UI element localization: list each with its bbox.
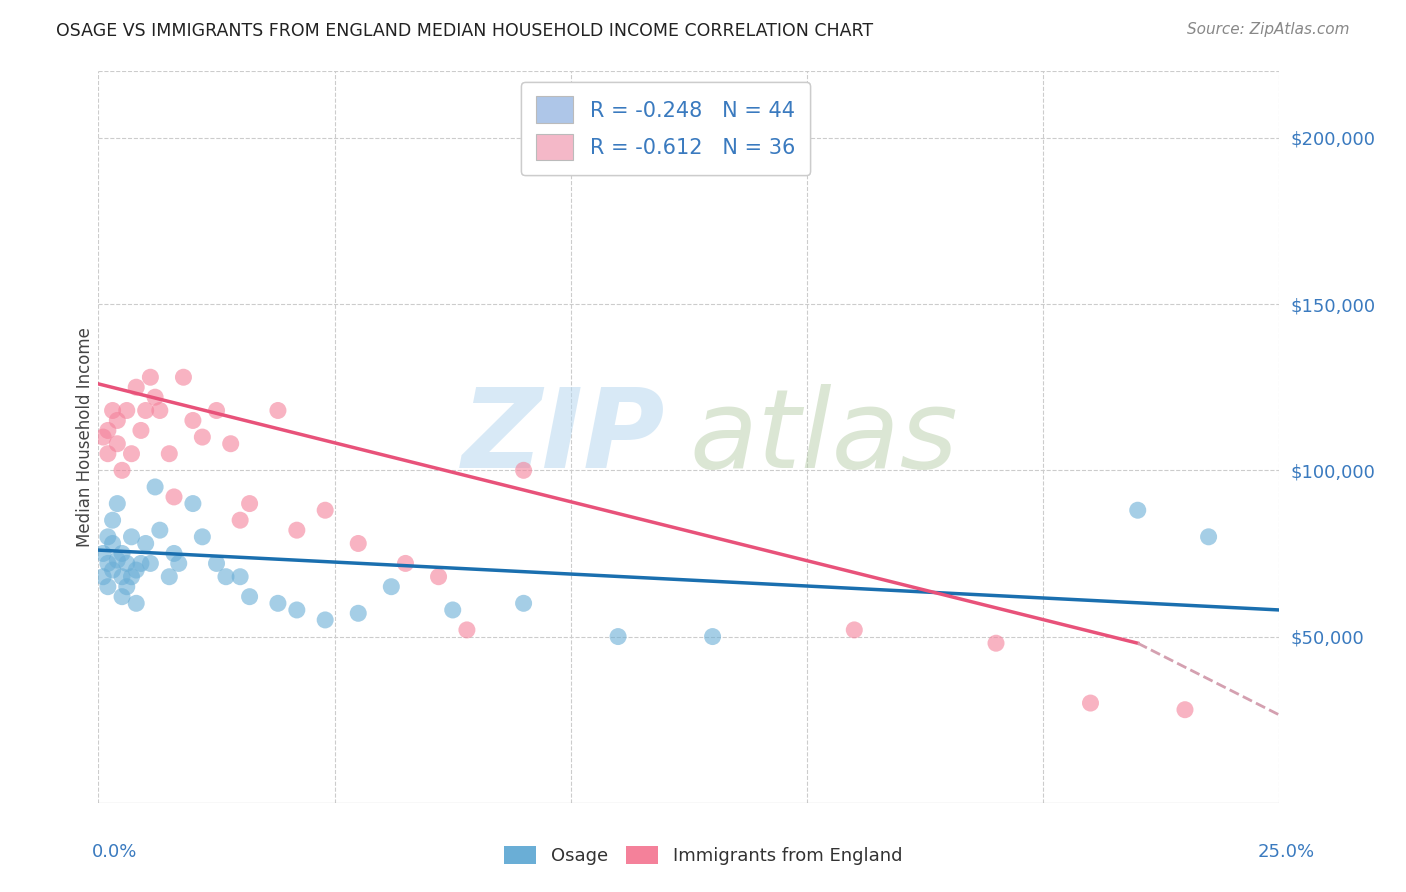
- Point: [314, 613, 336, 627]
- Point: [172, 370, 194, 384]
- Point: [456, 623, 478, 637]
- Point: [101, 536, 124, 550]
- Text: atlas: atlas: [689, 384, 957, 491]
- Point: [129, 424, 152, 438]
- Point: [229, 513, 252, 527]
- Point: [229, 570, 252, 584]
- Point: [157, 570, 180, 584]
- Point: [181, 497, 204, 511]
- Point: [427, 570, 450, 584]
- Point: [139, 370, 162, 384]
- Point: [97, 447, 120, 461]
- Point: [285, 523, 308, 537]
- Point: [105, 413, 128, 427]
- Point: [215, 570, 238, 584]
- Y-axis label: Median Household Income: Median Household Income: [76, 327, 94, 547]
- Point: [115, 580, 138, 594]
- Point: [267, 596, 290, 610]
- Point: [1198, 530, 1220, 544]
- Point: [135, 536, 157, 550]
- Point: [97, 530, 120, 544]
- Point: [143, 480, 166, 494]
- Point: [347, 536, 370, 550]
- Point: [163, 490, 186, 504]
- Point: [1174, 703, 1197, 717]
- Point: [101, 563, 124, 577]
- Point: [441, 603, 464, 617]
- Text: 0.0%: 0.0%: [91, 843, 136, 861]
- Point: [1080, 696, 1102, 710]
- Point: [205, 557, 228, 571]
- Point: [380, 580, 402, 594]
- Point: [607, 630, 630, 644]
- Point: [121, 570, 143, 584]
- Text: OSAGE VS IMMIGRANTS FROM ENGLAND MEDIAN HOUSEHOLD INCOME CORRELATION CHART: OSAGE VS IMMIGRANTS FROM ENGLAND MEDIAN …: [56, 22, 873, 40]
- Point: [105, 436, 128, 450]
- Point: [111, 546, 134, 560]
- Point: [101, 513, 124, 527]
- Point: [91, 546, 114, 560]
- Point: [121, 447, 143, 461]
- Point: [111, 590, 134, 604]
- Legend: R = -0.248   N = 44, R = -0.612   N = 36: R = -0.248 N = 44, R = -0.612 N = 36: [522, 82, 810, 175]
- Point: [111, 463, 134, 477]
- Point: [97, 424, 120, 438]
- Text: Source: ZipAtlas.com: Source: ZipAtlas.com: [1187, 22, 1350, 37]
- Point: [121, 530, 143, 544]
- Point: [125, 596, 148, 610]
- Point: [105, 553, 128, 567]
- Point: [129, 557, 152, 571]
- Point: [135, 403, 157, 417]
- Point: [347, 607, 370, 621]
- Point: [844, 623, 866, 637]
- Point: [191, 530, 214, 544]
- Point: [167, 557, 190, 571]
- Point: [97, 580, 120, 594]
- Point: [111, 570, 134, 584]
- Legend: Osage, Immigrants from England: Osage, Immigrants from England: [495, 837, 911, 874]
- Point: [143, 390, 166, 404]
- Point: [394, 557, 416, 571]
- Point: [163, 546, 186, 560]
- Point: [285, 603, 308, 617]
- Point: [149, 403, 172, 417]
- Point: [101, 403, 124, 417]
- Point: [181, 413, 204, 427]
- Point: [219, 436, 242, 450]
- Point: [115, 403, 138, 417]
- Point: [239, 590, 262, 604]
- Point: [702, 630, 724, 644]
- Point: [97, 557, 120, 571]
- Point: [267, 403, 290, 417]
- Point: [205, 403, 228, 417]
- Point: [91, 570, 114, 584]
- Point: [314, 503, 336, 517]
- Point: [984, 636, 1007, 650]
- Point: [1126, 503, 1149, 517]
- Text: 25.0%: 25.0%: [1257, 843, 1315, 861]
- Point: [115, 557, 138, 571]
- Point: [512, 463, 534, 477]
- Point: [139, 557, 162, 571]
- Point: [512, 596, 534, 610]
- Point: [91, 430, 114, 444]
- Point: [157, 447, 180, 461]
- Point: [191, 430, 214, 444]
- Text: ZIP: ZIP: [461, 384, 665, 491]
- Point: [239, 497, 262, 511]
- Point: [105, 497, 128, 511]
- Point: [149, 523, 172, 537]
- Point: [125, 563, 148, 577]
- Point: [125, 380, 148, 394]
